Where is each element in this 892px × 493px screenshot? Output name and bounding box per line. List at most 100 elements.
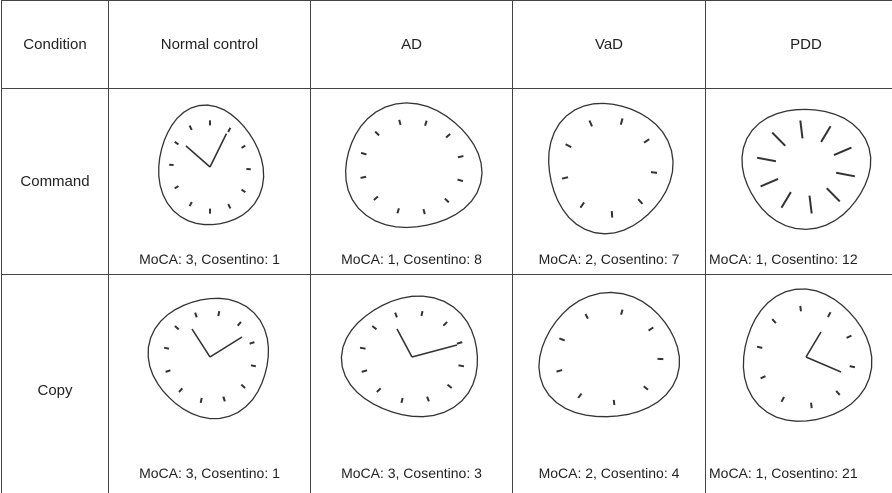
clock-hand (805, 331, 822, 358)
clock-mark (443, 197, 450, 204)
clock-drawing (538, 291, 681, 418)
clock-mark (177, 387, 183, 393)
cell: MoCA: 2, Cosentino: 4 (512, 274, 706, 493)
clock-hand (395, 328, 413, 358)
row: Command MoCA: 3, Cosentino: 1 MoCA: 1, C… (1, 88, 892, 275)
clock-drawing (548, 102, 674, 235)
clock-mark (188, 125, 193, 131)
clock-mark (372, 195, 379, 201)
clock-drawing (157, 104, 264, 226)
clock-hand (805, 356, 842, 373)
clock-mark (650, 171, 658, 174)
clock-drawing (340, 295, 478, 418)
clock-mark (579, 201, 585, 209)
clock-face (344, 102, 483, 229)
cell: MoCA: 1, Cosentino: 12 (705, 88, 892, 275)
clock (157, 104, 264, 226)
clock-mark (780, 191, 792, 209)
clock-mark (359, 346, 366, 350)
clock-mark (565, 143, 572, 149)
clock-mark (612, 399, 616, 406)
clock-mark (835, 390, 841, 396)
clock-mark (216, 310, 220, 317)
clock (340, 295, 478, 418)
clock-mark (226, 127, 231, 133)
clock-face (741, 108, 872, 231)
caption: MoCA: 3, Cosentino: 1 (139, 251, 280, 267)
clock-mark (799, 120, 804, 139)
clock-mark (771, 318, 777, 324)
clock-mark (371, 325, 377, 331)
clock-mark (647, 326, 654, 332)
caption: MoCA: 2, Cosentino: 7 (538, 251, 680, 267)
clock-mark (373, 130, 380, 137)
clock-face (340, 295, 478, 418)
clock-mark (588, 120, 593, 127)
clock-mark (810, 402, 813, 409)
clock-mark (457, 364, 464, 368)
clock-mark (425, 396, 430, 402)
clock-hand (190, 328, 211, 358)
clock-mark (164, 369, 171, 373)
clock-face (538, 291, 681, 418)
caption: MoCA: 3, Cosentino: 1 (139, 465, 280, 481)
clock-drawing (741, 108, 872, 231)
clock-mark (221, 396, 226, 402)
clock-mark (637, 198, 644, 205)
header-cell: Normal control (108, 0, 311, 89)
clock-mark (657, 357, 664, 361)
clock-mark (456, 341, 463, 345)
clock-mark (240, 144, 246, 149)
clock-drawing (742, 288, 873, 422)
clock-mark (208, 208, 211, 214)
clock-mark (457, 155, 464, 159)
clock-mark (771, 131, 786, 147)
clock-mark (584, 313, 589, 320)
clock-mark (360, 369, 367, 373)
clock-hand (209, 336, 242, 358)
clock-mark (756, 345, 763, 349)
clock-mark (835, 171, 856, 178)
clock-mark (163, 346, 169, 350)
clock (147, 297, 269, 420)
caption: MoCA: 2, Cosentino: 4 (538, 465, 680, 481)
clock-mark (849, 365, 856, 369)
clock-hand (411, 344, 457, 358)
clock-drawing (147, 297, 269, 420)
clock (742, 288, 873, 422)
header-cell: AD (310, 0, 513, 89)
cell: MoCA: 3, Cosentino: 3 (310, 274, 513, 493)
row-label: Copy (1, 274, 109, 493)
clock-face (548, 102, 674, 235)
clock-mark (250, 364, 256, 368)
clock-mark (446, 383, 452, 389)
clock-mark (833, 146, 852, 156)
clock-mark (359, 175, 366, 179)
clock-mark (236, 321, 242, 327)
clock-mark (827, 311, 832, 318)
clock-mark (756, 156, 777, 163)
clock (538, 291, 681, 418)
clock (741, 108, 872, 231)
clock-face (742, 288, 873, 422)
clock-mark (820, 125, 832, 143)
clock-mark (393, 312, 398, 318)
clock-mark (826, 187, 841, 203)
clock-mark (643, 385, 649, 391)
clock-mark (248, 341, 255, 345)
clock-mark (226, 203, 231, 209)
clock-mark (556, 369, 563, 373)
clock-mark (780, 396, 785, 403)
clock-mark (173, 325, 179, 331)
clock-mark (577, 392, 583, 399)
clock-mark (419, 310, 424, 317)
clock (344, 102, 483, 229)
clock-mark (421, 208, 426, 215)
clock-mark (444, 133, 451, 139)
clock-mark (442, 321, 448, 327)
clock-mark (208, 120, 211, 126)
clock-drawing (344, 102, 483, 229)
cell: MoCA: 2, Cosentino: 7 (512, 88, 706, 275)
